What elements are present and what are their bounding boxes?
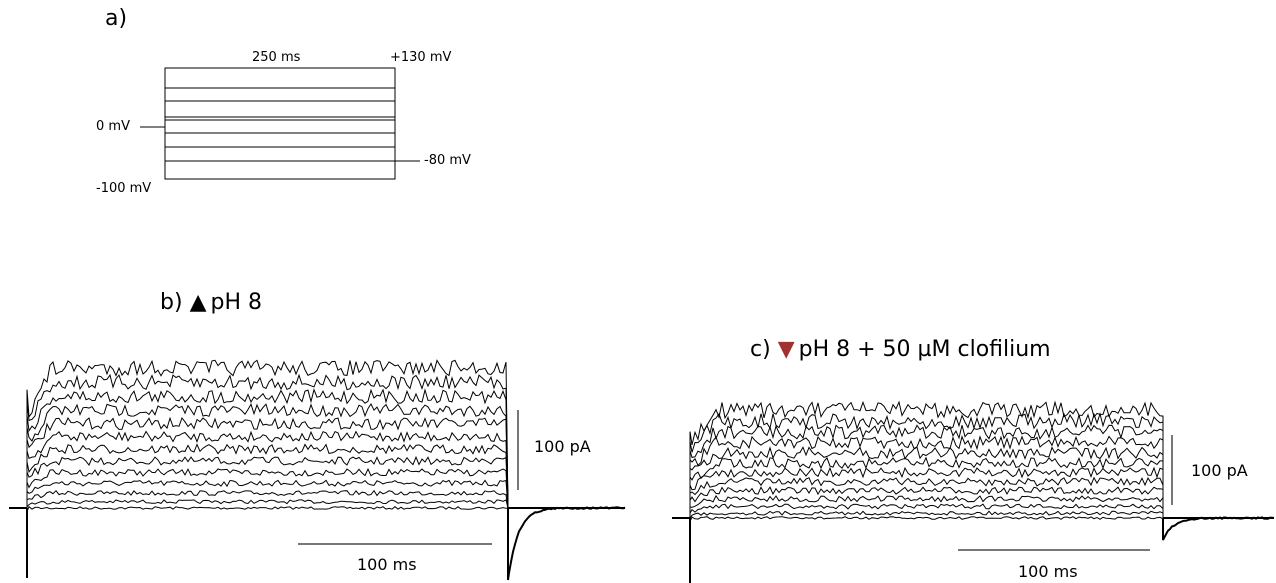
panel-b-label: b) ▲ pH 8 (160, 290, 262, 315)
protocol-bottom-voltage-label: -100 mV (96, 181, 152, 196)
current-traces-b (9, 359, 626, 581)
current-trace (689, 400, 1164, 518)
current-trace (689, 466, 1164, 518)
current-trace (26, 499, 509, 509)
voltage-protocol (140, 67, 420, 180)
current-trace (689, 486, 1164, 518)
current-trace (689, 516, 1164, 522)
current-trace (689, 435, 1164, 518)
current-trace (689, 412, 1164, 518)
current-trace (26, 443, 509, 509)
current-trace (26, 402, 509, 509)
triangle-down-icon: ▼ (777, 337, 795, 362)
current-trace (26, 489, 509, 509)
scale-current-label-c: 100 pA (1191, 461, 1248, 480)
current-trace (26, 479, 509, 509)
current-trace (689, 510, 1164, 520)
current-trace (26, 505, 509, 512)
panel-c-prefix: c) (750, 337, 771, 362)
tail-current (1162, 516, 1275, 541)
current-trace (689, 476, 1164, 518)
protocol-top-voltage-label: +130 mV (390, 50, 452, 65)
current-trace (26, 388, 509, 509)
current-trace (26, 416, 509, 509)
panel-c-condition: pH 8 + 50 µM clofilium (798, 337, 1051, 362)
current-traces-c (672, 400, 1275, 583)
panel-b-condition: pH 8 (210, 290, 262, 315)
current-trace (26, 359, 509, 509)
scale-time-label-b: 100 ms (357, 555, 417, 574)
protocol-zero-voltage-label: 0 mV (96, 119, 130, 134)
protocol-duration-label: 250 ms (252, 50, 301, 65)
protocol-holding-voltage-label: -80 mV (424, 153, 471, 168)
triangle-up-icon: ▲ (189, 290, 207, 315)
tail-current (507, 506, 626, 581)
scale-time-label-c: 100 ms (1018, 562, 1078, 581)
scale-current-label-b: 100 pA (534, 437, 591, 456)
current-trace (26, 430, 509, 509)
panel-b-prefix: b) (160, 290, 183, 315)
panel-c-label: c) ▼ pH 8 + 50 µM clofilium (750, 337, 1051, 362)
current-trace (26, 467, 509, 509)
current-trace (26, 373, 509, 509)
current-trace (26, 455, 509, 509)
panel-a-label: a) (105, 6, 128, 31)
current-trace (689, 424, 1164, 518)
current-trace (689, 494, 1164, 518)
current-trace (689, 503, 1164, 518)
protocol-box (164, 67, 396, 180)
current-trace (689, 446, 1164, 518)
current-trace (689, 456, 1164, 518)
